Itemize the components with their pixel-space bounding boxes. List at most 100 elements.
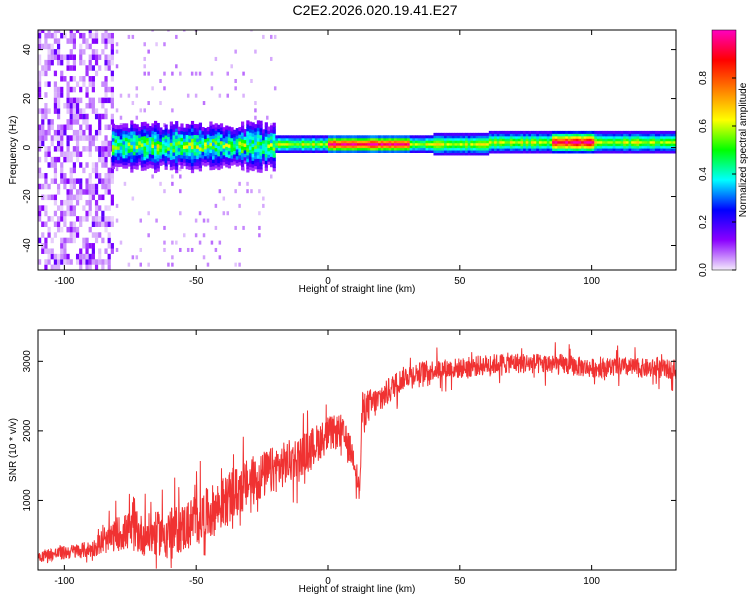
spectrogram-cell xyxy=(222,158,226,163)
spectrogram-cell xyxy=(604,143,608,147)
spectrogram-cell xyxy=(496,135,500,139)
spectrogram-cell xyxy=(591,145,595,149)
spectrogram-cell xyxy=(79,162,83,168)
spectrogram-cell xyxy=(657,150,661,154)
spectrogram-cell xyxy=(480,150,484,153)
spectrogram-cell xyxy=(91,108,95,114)
spectrogram-cell xyxy=(169,135,174,140)
spectrogram-cell xyxy=(647,138,650,142)
spectrogram-cell xyxy=(330,145,334,149)
spectrogram-cell xyxy=(604,138,608,142)
spectrogram-cell xyxy=(330,135,334,139)
x-tick-label: 100 xyxy=(583,576,600,587)
spectrogram-cell xyxy=(480,142,484,146)
spectrogram-cell xyxy=(602,130,606,134)
spectrogram-cell xyxy=(41,205,45,211)
spectrogram-cell xyxy=(618,138,621,142)
spectrogram-cell xyxy=(180,137,184,142)
spectrogram-cell xyxy=(130,130,134,135)
spectrogram-cell xyxy=(130,141,134,146)
spectrogram-cell xyxy=(234,86,237,91)
spectrogram-cell xyxy=(662,150,666,154)
spectrogram-cell xyxy=(75,135,80,141)
spectrogram-cell xyxy=(557,148,561,152)
spectrogram-cell xyxy=(172,124,176,129)
spectrogram-cell xyxy=(380,140,384,144)
spectrogram-cell xyxy=(473,140,476,144)
spectrogram-cell xyxy=(583,138,587,142)
spectrogram-cell xyxy=(441,132,445,136)
spectrogram-cell xyxy=(79,124,83,131)
spectrogram-cell xyxy=(256,123,261,128)
spectrogram-cell xyxy=(127,155,131,160)
spectrogram-cell xyxy=(267,157,271,162)
spectrogram-cell xyxy=(628,145,632,149)
spectrogram-cell xyxy=(91,38,95,44)
spectrogram-cell xyxy=(272,156,276,162)
spectrogram-cell xyxy=(591,148,595,152)
spectrogram-cell xyxy=(478,142,482,146)
spectrogram-cell xyxy=(119,131,123,137)
spectrogram-cell xyxy=(488,138,492,142)
spectrogram-cell xyxy=(190,134,195,139)
spectrogram-cell xyxy=(404,147,408,151)
spectrogram-cell xyxy=(401,145,405,149)
spectrogram-cell xyxy=(235,148,239,153)
spectrogram-cell xyxy=(190,247,194,252)
spectrogram-cell xyxy=(444,135,447,139)
spectrogram-cell xyxy=(536,145,540,149)
spectrogram-cell xyxy=(217,128,221,133)
spectrogram-cell xyxy=(266,115,269,120)
spectrogram-cell xyxy=(441,135,445,139)
spectrogram-cell xyxy=(94,59,99,66)
spectrogram-cell xyxy=(462,132,466,136)
spectrogram-cell xyxy=(44,129,48,136)
spectrogram-cell xyxy=(154,127,158,132)
spectrogram-cell xyxy=(280,145,284,149)
colorbar-tick-label: 0.2 xyxy=(698,215,709,229)
spectrogram-cell xyxy=(351,135,355,139)
spectrogram-cell xyxy=(47,65,51,71)
spectrogram-cell xyxy=(346,137,350,141)
spectrogram-cell xyxy=(101,259,105,265)
spectrogram-cell xyxy=(262,136,266,141)
spectrogram-cell xyxy=(457,145,461,149)
spectrogram-cell xyxy=(536,140,540,144)
spectrogram-cell xyxy=(359,135,363,139)
spectrogram-cell xyxy=(441,140,445,144)
spectrogram-cell xyxy=(82,49,86,55)
spectrogram-cell xyxy=(127,34,131,39)
spectrogram-cell xyxy=(293,150,297,153)
spectrogram-cell xyxy=(362,145,366,149)
spectrogram-cell xyxy=(44,178,48,184)
y-tick-label: 1000 xyxy=(22,489,33,512)
spectrogram-cell xyxy=(225,128,229,134)
spectrogram-cell xyxy=(41,108,45,114)
spectrogram-cell xyxy=(210,71,214,76)
spectrogram-cell xyxy=(357,135,360,139)
spectrogram-cell xyxy=(262,146,266,151)
spectrogram-cell xyxy=(346,140,350,144)
spectrogram-cell xyxy=(132,137,137,142)
spectrogram-cell xyxy=(85,253,89,260)
spectrogram-cell xyxy=(378,150,382,153)
spectrogram-cell xyxy=(652,148,656,152)
spectrogram-cell xyxy=(44,259,48,265)
spectrogram-cell xyxy=(127,162,131,167)
spectrogram-cell xyxy=(525,135,529,139)
spectrogram-cell xyxy=(454,152,458,156)
spectrogram-cell xyxy=(63,124,67,131)
spectrogram-cell xyxy=(591,130,595,134)
spectrogram-cell xyxy=(457,142,461,146)
spectrogram-cell xyxy=(53,38,58,44)
spectrogram-cell xyxy=(38,156,42,163)
spectrogram-cell xyxy=(320,135,324,139)
spectrogram-cell xyxy=(602,148,606,152)
spectrogram-cell xyxy=(270,145,274,151)
spectrogram-cell xyxy=(44,81,48,87)
spectrogram-cell xyxy=(169,131,174,137)
spectrogram-cell xyxy=(75,156,80,163)
spectrogram-cell xyxy=(417,137,421,141)
spectrogram-cell xyxy=(188,162,192,167)
spectrogram-cell xyxy=(623,148,627,152)
